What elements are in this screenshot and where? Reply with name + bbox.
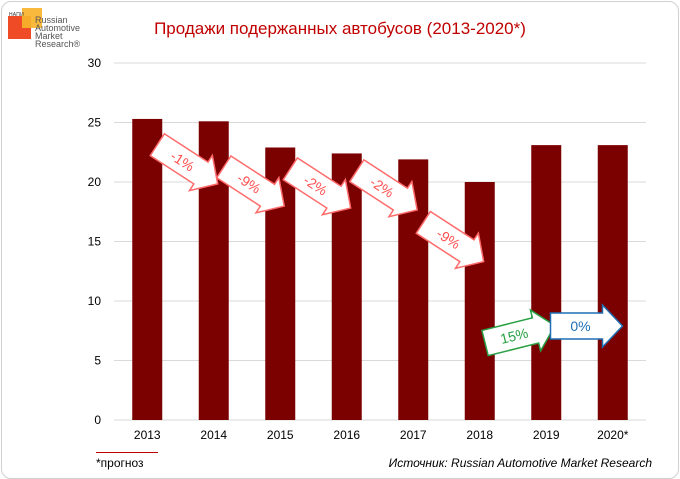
change-arrow-shape (215, 154, 286, 214)
y-tick-label: 5 (94, 354, 101, 368)
change-arrow-shape (415, 210, 485, 270)
x-tick-label: 2016 (333, 428, 360, 442)
change-arrow: -1% (149, 132, 219, 192)
y-tick-label: 10 (88, 294, 102, 308)
x-tick-label: 2018 (466, 428, 493, 442)
chart-title: Продажи подержанных автобусов (2013-2020… (154, 19, 526, 38)
footnote: *прогноз (96, 456, 144, 470)
change-arrow: -2% (348, 158, 419, 218)
x-tick-label: 2015 (267, 428, 294, 442)
y-tick-label: 0 (94, 413, 101, 427)
x-tick-label: 2014 (200, 428, 227, 442)
company-logo: НАПИ Russian Automotive Market Research® (8, 8, 80, 64)
change-arrow: -9% (415, 210, 485, 270)
y-tick-label: 20 (88, 175, 102, 189)
footnote-divider (96, 452, 158, 453)
y-tick-label: 15 (88, 235, 102, 249)
change-arrow-shape (481, 308, 556, 357)
change-arrow-shape (549, 303, 624, 349)
change-arrow: 15% (481, 308, 556, 357)
source-note: Источник: Russian Automotive Market Rese… (388, 456, 652, 470)
y-tick-label: 30 (88, 56, 102, 70)
logo-line: Russian (35, 15, 68, 25)
x-tick-label: 2020* (597, 428, 629, 442)
y-tick-label: 25 (88, 116, 102, 130)
change-arrow-shape (282, 156, 352, 216)
logo-line: Automotive (35, 23, 81, 33)
logo-line: Research® (35, 39, 81, 49)
logo-line: Market (35, 31, 63, 41)
bar (464, 182, 495, 420)
change-arrow: -2% (282, 156, 352, 216)
change-arrow: 0% (549, 303, 624, 349)
change-arrow-shape (149, 132, 219, 192)
x-tick-label: 2017 (400, 428, 427, 442)
x-tick-label: 2013 (134, 428, 161, 442)
bar (531, 145, 562, 421)
logo-small-text: НАПИ (9, 12, 24, 18)
change-label: 0% (570, 318, 590, 334)
x-tick-label: 2019 (533, 428, 560, 442)
change-arrow: -9% (215, 154, 286, 214)
bar (132, 118, 163, 421)
change-arrow-shape (348, 158, 419, 218)
bar (597, 145, 628, 421)
logo-brand-text: Russian Automotive Market Research® (35, 15, 95, 49)
logo-yellow-square (22, 8, 42, 28)
change-label: 15% (499, 325, 530, 347)
